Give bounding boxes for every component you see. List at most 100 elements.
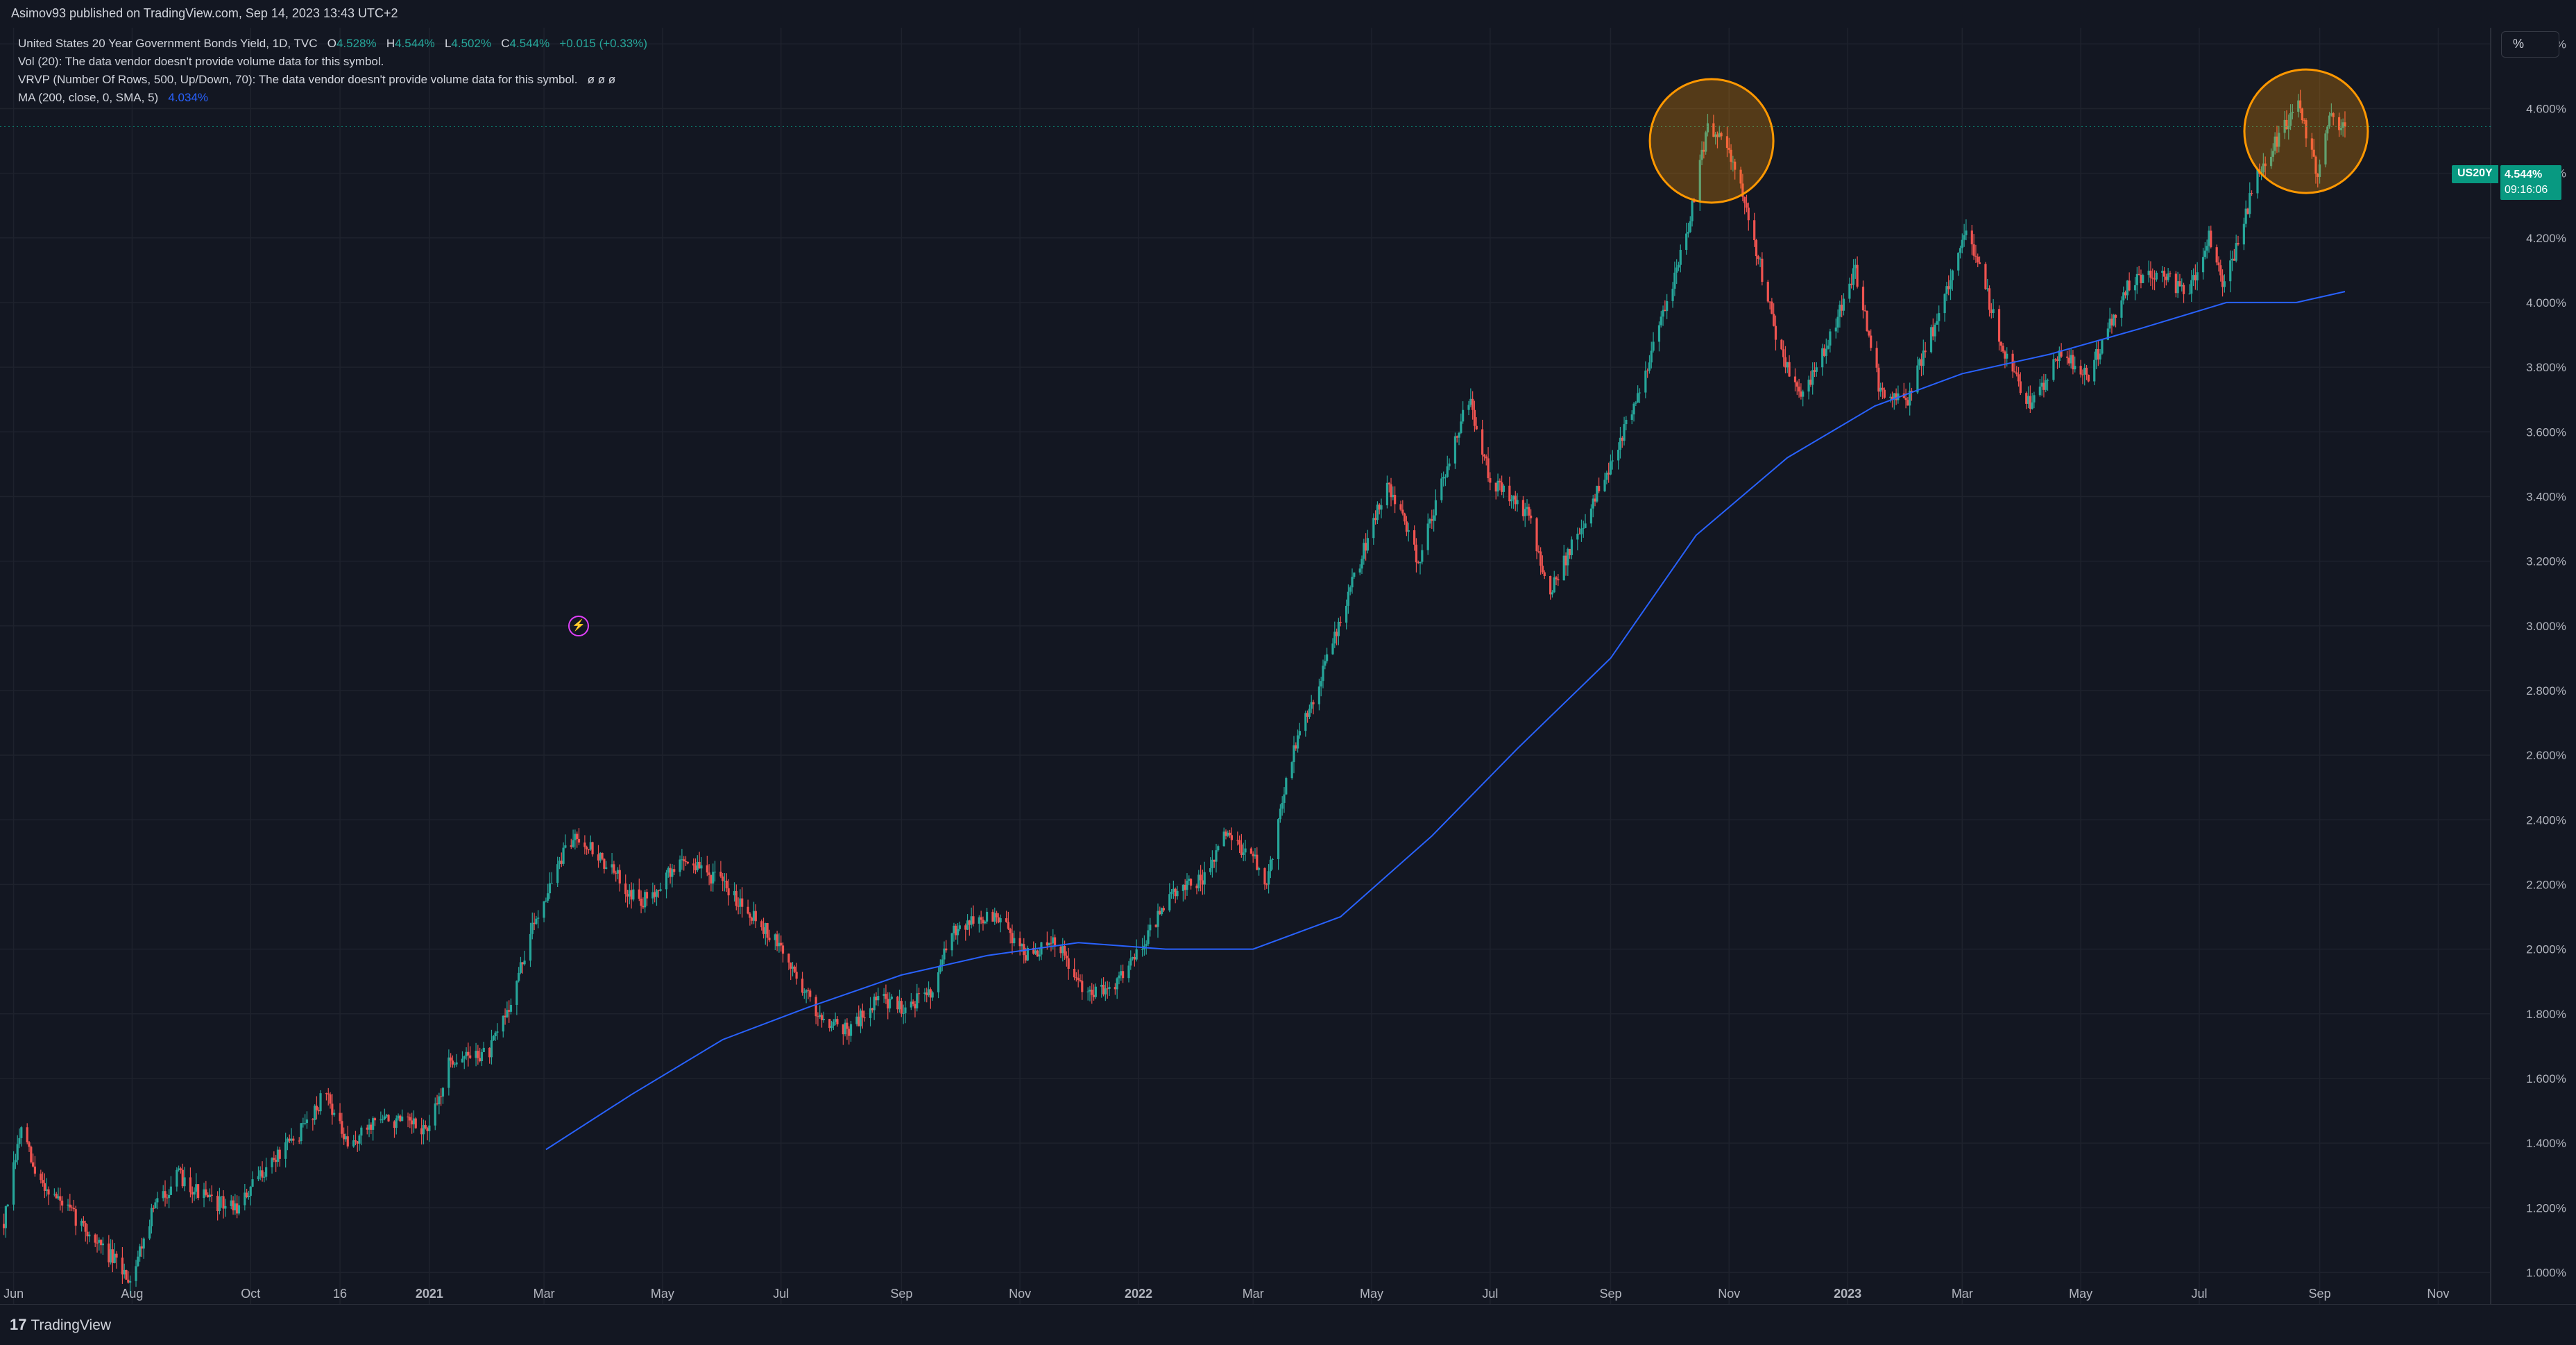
candle-body: [1848, 283, 1851, 299]
candle-body: [1918, 359, 1921, 366]
candle-body: [261, 1170, 264, 1178]
candle-body: [683, 859, 685, 861]
candle-body: [1201, 880, 1204, 885]
volume-legend[interactable]: Vol (20): The data vendor doesn't provid…: [18, 55, 384, 69]
candle-body: [2085, 367, 2088, 375]
candle-body: [700, 865, 703, 869]
candle-body: [1433, 515, 1435, 521]
candle-body: [2297, 100, 2300, 112]
candle-body: [1700, 149, 1703, 160]
candle-body: [842, 1024, 844, 1035]
candle-body: [1092, 995, 1095, 997]
x-tick-label: Jul: [1482, 1287, 1498, 1301]
candle-body: [1821, 348, 1824, 368]
candle-body: [902, 1013, 905, 1014]
candle-body: [1184, 884, 1186, 890]
candle-body: [1679, 250, 1682, 265]
x-tick-label: May: [1360, 1287, 1383, 1301]
candle-body: [1605, 473, 1608, 480]
candle-body: [801, 979, 804, 993]
candle-body: [344, 1136, 348, 1140]
candle-body: [1170, 891, 1173, 895]
candle-body: [12, 1162, 15, 1205]
tradingview-logo[interactable]: 17 TradingView: [10, 1316, 111, 1334]
candle-body: [455, 1062, 458, 1065]
candle-body: [1815, 367, 1818, 372]
candle-body: [1277, 819, 1280, 859]
x-tick-label: Sep: [890, 1287, 912, 1301]
ma-legend[interactable]: MA (200, close, 0, SMA, 5) 4.034%: [18, 91, 208, 105]
candle-body: [383, 1116, 386, 1119]
candle-body: [807, 990, 810, 991]
candle-body: [1580, 528, 1583, 534]
candle-body: [1698, 160, 1701, 203]
percent-scale-button[interactable]: %: [2501, 31, 2559, 58]
candle-body: [354, 1140, 357, 1142]
candle-body: [2201, 257, 2205, 273]
candle-body: [2161, 271, 2164, 273]
candle-body: [832, 1022, 835, 1026]
candle-body: [741, 898, 744, 907]
candle-body: [1009, 929, 1012, 933]
candle-body: [1458, 432, 1460, 438]
x-tick-label: Mar: [1952, 1287, 1973, 1301]
candle-body: [43, 1183, 46, 1191]
candle-body: [985, 911, 989, 922]
candle-body: [2317, 174, 2319, 177]
candle-body: [1295, 745, 1297, 749]
y-tick-label: 3.200%: [2526, 555, 2566, 568]
candle-body: [312, 1119, 314, 1121]
candle-body: [111, 1249, 114, 1263]
candle-body: [624, 883, 627, 895]
candle-body: [2083, 367, 2086, 375]
candle-body: [2312, 149, 2315, 157]
candle-body: [1712, 123, 1715, 137]
candle-body: [739, 898, 742, 907]
candle-body: [1394, 495, 1397, 505]
candle-body: [490, 1040, 493, 1058]
candle-body: [358, 1135, 361, 1144]
candles[interactable]: [3, 90, 2346, 1294]
candle-body: [1007, 922, 1009, 929]
candle-body: [2153, 278, 2156, 280]
open-value: 4.528%: [336, 37, 377, 50]
candle-body: [438, 1096, 441, 1105]
candle-body: [356, 1141, 359, 1144]
candle-body: [752, 911, 756, 921]
lightning-icon[interactable]: ⚡: [568, 616, 589, 636]
candle-body: [232, 1200, 234, 1210]
candle-body: [1753, 220, 1756, 241]
candle-body: [1868, 331, 1870, 336]
current-price-badge: 4.544% 09:16:06: [2500, 165, 2561, 200]
candle-body: [1516, 500, 1519, 505]
candle-body: [508, 1010, 511, 1012]
candle-body: [2052, 359, 2055, 380]
candle-body: [1638, 392, 1641, 394]
candle-body: [137, 1256, 139, 1267]
candle-body: [587, 849, 590, 850]
candle-body: [230, 1200, 232, 1206]
candle-body: [251, 1179, 254, 1187]
candle-body: [626, 894, 629, 897]
candle-body: [1725, 136, 1729, 149]
x-tick-label: Nov: [2427, 1287, 2449, 1301]
high-value: 4.544%: [395, 37, 435, 50]
candle-body: [910, 1001, 912, 1008]
candle-body: [1501, 482, 1503, 492]
vrvp-legend[interactable]: VRVP (Number Of Rows, 500, Up/Down, 70):…: [18, 73, 615, 87]
candle-body: [869, 1008, 872, 1018]
candle-body: [210, 1194, 213, 1196]
current-price-value: 4.544%: [2505, 169, 2543, 180]
candle-body: [2124, 292, 2127, 296]
candle-body: [2221, 275, 2224, 287]
candle-body: [1823, 348, 1826, 356]
candle-body: [286, 1138, 289, 1143]
candle-body: [2072, 355, 2074, 370]
x-tick-label: Nov: [1009, 1287, 1031, 1301]
candle-body: [1943, 294, 1946, 314]
candle-body: [1909, 390, 1911, 406]
candle-body: [1310, 702, 1313, 709]
candle-body: [1053, 937, 1057, 947]
symbol-legend[interactable]: United States 20 Year Government Bonds Y…: [18, 37, 647, 51]
